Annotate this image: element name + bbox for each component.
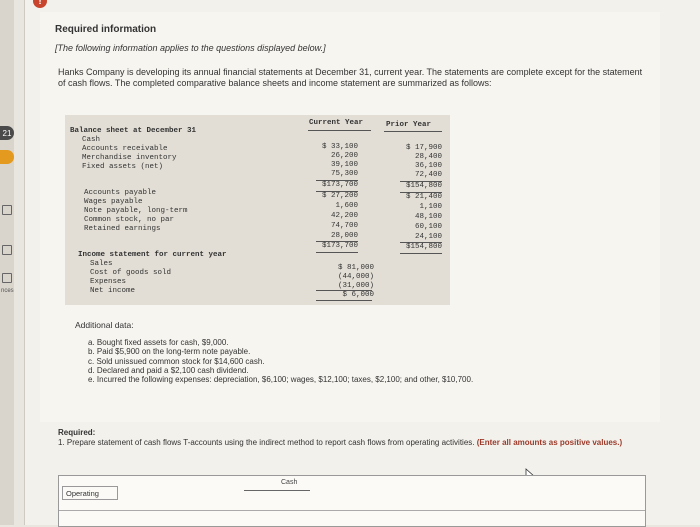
required-text: 1. Prepare statement of cash flows T-acc… [58, 437, 475, 447]
rule [400, 181, 442, 182]
asset-label: Fixed assets (net) [82, 163, 164, 171]
rule [384, 131, 442, 132]
t-account-title: Cash [281, 479, 298, 486]
additional-data-list: a. Bought fixed assets for cash, $9,000.… [88, 338, 473, 384]
required-emphasis: (Enter all amounts as positive values.) [476, 437, 623, 447]
sidebar-label-fragment: nces [1, 288, 14, 294]
required-label: Required: [58, 428, 96, 437]
page-title: Required information [55, 24, 157, 35]
liability-label: Common stock, no par [84, 216, 175, 224]
income-label: Net income [90, 287, 136, 295]
asset-label: Cash [82, 136, 101, 144]
liability-current: 74,700 [330, 222, 358, 230]
required-instruction: 1. Prepare statement of cash flows T-acc… [58, 438, 658, 448]
asset-prior: 28,400 [414, 153, 442, 161]
liability-prior: 24,100 [414, 233, 442, 241]
rule [400, 242, 442, 243]
liability-label: Wages payable [84, 198, 143, 206]
liability-label: Note payable, long-term [84, 207, 188, 215]
document-icon[interactable] [2, 273, 12, 283]
question-tag-orange[interactable] [0, 150, 14, 164]
balance-sheet-title: Balance sheet at December 31 [70, 127, 197, 135]
liability-current: 1,600 [335, 202, 358, 210]
t-account-rule [244, 490, 310, 491]
cash-t-account: Cash Operating [58, 475, 646, 527]
asset-current: 26,200 [330, 152, 358, 160]
asset-prior: 72,400 [414, 171, 442, 179]
list-item: d. Declared and paid a $2,100 cash divid… [88, 365, 249, 375]
list-item: a. Bought fixed assets for cash, $9,000. [88, 338, 229, 347]
income-value: $ 81,000 [337, 264, 374, 272]
rule [308, 130, 371, 131]
info-icon: ! [33, 0, 47, 8]
asset-current: $ 33,100 [321, 143, 358, 151]
operating-label: Operating [62, 486, 118, 500]
liability-label: Retained earnings [84, 225, 161, 233]
list-item: e. Incurred the following expenses: depr… [88, 375, 474, 385]
income-statement-title: Income statement for current year [78, 251, 227, 259]
additional-data-title: Additional data: [75, 320, 134, 330]
asset-current: 75,300 [330, 170, 358, 178]
liabilities-total-prior: $154,800 [405, 243, 442, 251]
liability-prior: $ 21,400 [405, 193, 442, 201]
rule [316, 290, 372, 291]
asset-label: Accounts receivable [82, 145, 168, 153]
asset-prior: $ 17,900 [405, 144, 442, 152]
question-tag-label: 21 [2, 128, 12, 138]
net-income-value: $ 6,000 [342, 291, 374, 299]
question-tag-21[interactable]: 21 [0, 126, 14, 140]
t-account-row-divider [59, 510, 645, 511]
rule [316, 252, 358, 253]
asset-current: 39,100 [330, 161, 358, 169]
assets-total-current: $173,700 [321, 181, 358, 189]
list-item: c. Sold unissued common stock for $14,60… [88, 356, 265, 366]
intro-text: Hanks Company is developing its annual f… [58, 67, 643, 88]
bookmark-icon[interactable] [2, 205, 12, 215]
rule [400, 192, 442, 193]
liability-current: 28,000 [330, 232, 358, 240]
col-current-year: Current Year [309, 119, 364, 127]
asset-prior: 36,100 [414, 162, 442, 170]
left-sidebar: 21 nces [0, 0, 14, 525]
asset-label: Merchandise inventory [82, 154, 177, 162]
income-label: Sales [90, 260, 113, 268]
rule [400, 253, 442, 254]
income-value: (44,000) [337, 273, 374, 281]
rule [316, 191, 358, 192]
assets-total-prior: $154,800 [405, 182, 442, 190]
info-note: [The following information applies to th… [55, 43, 326, 53]
liability-prior: 1,100 [419, 203, 442, 211]
liabilities-total-current: $173,700 [321, 242, 358, 250]
liability-current: $ 27,200 [321, 192, 358, 200]
list-item: b. Paid $5,900 on the long-term note pay… [88, 347, 251, 357]
liability-prior: 60,100 [414, 223, 442, 231]
liability-prior: 48,100 [414, 213, 442, 221]
rule [316, 300, 372, 301]
rule [316, 180, 358, 181]
income-value: (31,000) [337, 282, 374, 290]
liability-current: 42,200 [330, 212, 358, 220]
required-section: Required: 1. Prepare statement of cash f… [58, 428, 658, 447]
income-label: Expenses [90, 278, 127, 286]
income-label: Cost of goods sold [90, 269, 172, 277]
liability-label: Accounts payable [84, 189, 157, 197]
flag-icon[interactable] [2, 245, 12, 255]
rule [316, 241, 358, 242]
col-prior-year: Prior Year [386, 121, 432, 129]
financial-statements [65, 115, 450, 305]
